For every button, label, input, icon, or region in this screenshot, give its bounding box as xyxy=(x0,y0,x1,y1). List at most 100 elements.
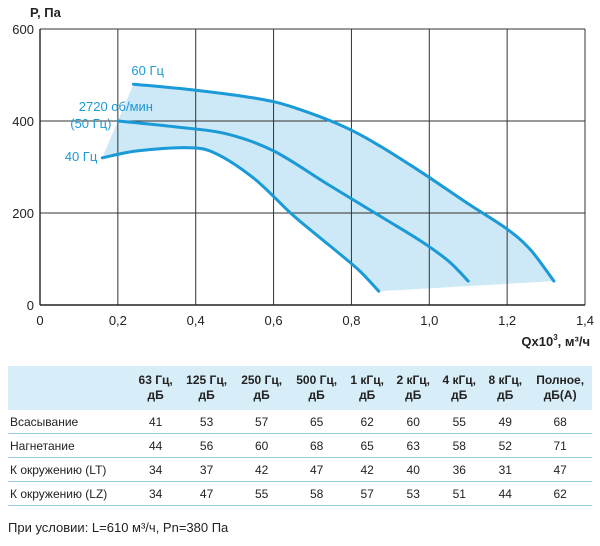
header-text: 8 кГц, xyxy=(488,373,523,387)
x-tick-label: 0,8 xyxy=(342,313,360,328)
table-cell: 44 xyxy=(132,433,180,458)
series-label-50hz: (50 Гц) xyxy=(70,116,111,131)
table-cell: 63 xyxy=(390,433,437,458)
table-cell: 60 xyxy=(390,410,437,434)
table-cell: 71 xyxy=(528,433,592,458)
table-cell: 53 xyxy=(390,481,437,506)
header-cell: 63 Гц, дБ xyxy=(132,366,180,410)
header-text: дБ xyxy=(359,388,376,402)
header-corner xyxy=(8,366,133,410)
table-cell: 51 xyxy=(436,481,483,506)
table-cell: 62 xyxy=(528,481,592,506)
table-cell: 60 xyxy=(234,433,290,458)
row-label: Всасывание xyxy=(8,410,133,434)
header-text: 2 кГц, xyxy=(396,373,430,387)
series-label-60hz: 60 Гц xyxy=(131,63,164,78)
header-text: дБ xyxy=(308,388,325,402)
table-cell: 55 xyxy=(436,410,483,434)
table-cell: 62 xyxy=(344,410,391,434)
y-tick-label: 600 xyxy=(12,22,34,37)
table-cell: 47 xyxy=(528,457,592,482)
table-cell: 65 xyxy=(344,433,391,458)
header-cell: 2 кГц, дБ xyxy=(390,366,437,410)
y-tick-label: 400 xyxy=(12,114,34,129)
row-label: Нагнетание xyxy=(8,433,133,458)
operating-area xyxy=(102,84,554,292)
noise-table-header: 63 Гц, дБ 125 Гц, дБ 250 Гц, дБ 500 Гц, дБ 1 кГц… xyxy=(8,366,592,410)
table-cell: 34 xyxy=(132,481,180,506)
table-cell: 36 xyxy=(436,457,483,482)
table-cell: 68 xyxy=(528,410,592,434)
fan-performance-chart: 0 0,2 0,4 0,6 0,8 1,0 1,2 1,4 0 200 400 600 P, Па Q… xyxy=(12,5,594,349)
noise-table-body: Всасывание 41 53 57 65 62 60 55 49 68 Нагнетание 44… xyxy=(8,410,592,506)
curves xyxy=(100,82,556,293)
header-text: 125 Гц, xyxy=(186,373,228,387)
axes: 0 0,2 0,4 0,6 0,8 1,0 1,2 1,4 0 200 400 600 xyxy=(12,22,594,328)
series-label-40hz: 40 Гц xyxy=(65,149,98,164)
header-text: 63 Гц, xyxy=(138,373,173,387)
x-tick-label: 0,4 xyxy=(187,313,205,328)
series-line-1 xyxy=(131,82,556,283)
series-label-2720rpm: 2720 об/мин xyxy=(79,99,153,114)
header-text: 250 Гц, xyxy=(241,373,283,387)
header-text: дБ xyxy=(147,388,164,402)
operating-area-fill xyxy=(102,84,554,292)
table-cell: 40 xyxy=(390,457,437,482)
table-cell: 58 xyxy=(289,481,345,506)
x-tick-label: 0 xyxy=(36,313,43,328)
header-cell: 8 кГц, дБ xyxy=(482,366,529,410)
header-text: дБ xyxy=(253,388,270,402)
grid xyxy=(40,28,586,305)
table-cell: 47 xyxy=(289,457,345,482)
header-text: дБ xyxy=(451,388,468,402)
x-tick-label: 0,6 xyxy=(265,313,283,328)
header-cell: 500 Гц, дБ xyxy=(289,366,345,410)
row-label: К окружению (LZ) xyxy=(8,481,133,506)
table-cell: 41 xyxy=(132,410,180,434)
table-row: К окружению (LT) 34 37 42 47 42 40 36 31 47 xyxy=(8,457,592,482)
table-cell: 52 xyxy=(482,433,529,458)
table-cell: 68 xyxy=(289,433,345,458)
table-cell: 44 xyxy=(482,481,529,506)
y-axis-label: P, Па xyxy=(30,5,62,20)
header-text: дБ(А) xyxy=(543,388,577,402)
table-cell: 58 xyxy=(436,433,483,458)
labels: P, Па Qx103, м³/ч 60 Гц 2720 об/мин (50 Гц… xyxy=(30,5,590,349)
table-cell: 42 xyxy=(344,457,391,482)
x-tick-label: 1,4 xyxy=(576,313,594,328)
noise-table: 63 Гц, дБ 125 Гц, дБ 250 Гц, дБ 500 Гц, дБ 1 кГц… xyxy=(8,366,592,506)
table-cell: 47 xyxy=(179,481,235,506)
table-cell: 57 xyxy=(234,410,290,434)
table-cell: 56 xyxy=(179,433,235,458)
table-cell: 49 xyxy=(482,410,529,434)
x-tick-label: 1,0 xyxy=(420,313,438,328)
series-line-3 xyxy=(100,146,381,293)
header-cell: 4 кГц, дБ xyxy=(436,366,483,410)
header-cell: 125 Гц, дБ xyxy=(179,366,235,410)
header-cell: Полное, дБ(А) xyxy=(528,366,592,410)
table-cell: 65 xyxy=(289,410,345,434)
row-label: К окружению (LT) xyxy=(8,457,133,482)
table-cell: 42 xyxy=(234,457,290,482)
table-row: Всасывание 41 53 57 65 62 60 55 49 68 xyxy=(8,410,592,434)
header-text: дБ xyxy=(405,388,422,402)
x-tick-label: 0,2 xyxy=(109,313,127,328)
table-cell: 57 xyxy=(344,481,391,506)
table-cell: 31 xyxy=(482,457,529,482)
x-tick-label: 1,2 xyxy=(498,313,516,328)
y-tick-label: 0 xyxy=(27,298,34,313)
x-axis-label: Qx103, м³/ч xyxy=(521,333,590,349)
table-row: К окружению (LZ) 34 47 55 58 57 53 51 44 62 xyxy=(8,481,592,506)
header-text: 4 кГц, xyxy=(442,373,477,387)
table-cell: 37 xyxy=(179,457,235,482)
series-line-2 xyxy=(116,119,470,283)
table-cell: 53 xyxy=(179,410,235,434)
table-cell: 34 xyxy=(132,457,180,482)
table-cell: 55 xyxy=(234,481,290,506)
header-text: дБ xyxy=(497,388,514,402)
header-text: Полное, xyxy=(536,373,585,387)
header-text: 500 Гц, xyxy=(296,373,338,387)
header-cell: 1 кГц, дБ xyxy=(344,366,391,410)
header-text: дБ xyxy=(198,388,215,402)
y-tick-label: 200 xyxy=(12,206,34,221)
